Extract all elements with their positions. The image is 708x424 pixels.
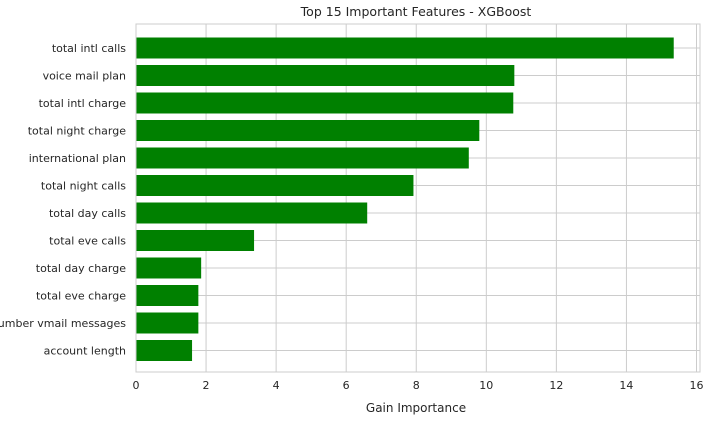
y-tick-label: total eve charge bbox=[36, 290, 126, 303]
x-tick-label: 8 bbox=[413, 379, 420, 392]
plot-frame bbox=[135, 23, 701, 373]
y-tick-label: total night calls bbox=[41, 180, 126, 193]
bar bbox=[136, 312, 199, 334]
bar bbox=[136, 147, 469, 169]
x-tick-label: 4 bbox=[273, 379, 280, 392]
bar bbox=[136, 175, 414, 196]
x-tick-label: 6 bbox=[343, 379, 350, 392]
y-tick-label: number vmail messages bbox=[0, 317, 126, 330]
y-tick-label: total intl charge bbox=[39, 97, 127, 110]
x-tick-label: 2 bbox=[203, 379, 210, 392]
bar bbox=[136, 257, 202, 279]
x-tick-label: 10 bbox=[479, 379, 493, 392]
x-axis-label: Gain Importance bbox=[366, 401, 466, 415]
x-tick-label: 16 bbox=[689, 379, 703, 392]
bar bbox=[136, 92, 514, 114]
y-tick-label: total night charge bbox=[28, 125, 127, 138]
y-tick-label: total day charge bbox=[36, 262, 126, 275]
y-tick-label: account length bbox=[44, 345, 126, 358]
plot-area: total intl calls voice mail plan total int… bbox=[0, 23, 703, 392]
y-tick-label: total eve calls bbox=[49, 235, 126, 248]
bar bbox=[136, 340, 193, 361]
x-tick-label: 12 bbox=[549, 379, 563, 392]
chart-title: Top 15 Important Features - XGBoost bbox=[300, 4, 532, 19]
bar bbox=[136, 285, 199, 306]
y-tick-label: total intl calls bbox=[52, 42, 126, 55]
y-tick-label: total day calls bbox=[49, 207, 126, 220]
bar bbox=[136, 37, 674, 59]
y-tick-label: international plan bbox=[29, 152, 126, 165]
bar bbox=[136, 65, 515, 86]
x-tick-label: 14 bbox=[619, 379, 633, 392]
bar bbox=[136, 120, 480, 141]
x-tick-label: 0 bbox=[133, 379, 140, 392]
y-tick-label: voice mail plan bbox=[43, 70, 126, 83]
bar bbox=[136, 230, 255, 251]
bar bbox=[136, 202, 368, 224]
